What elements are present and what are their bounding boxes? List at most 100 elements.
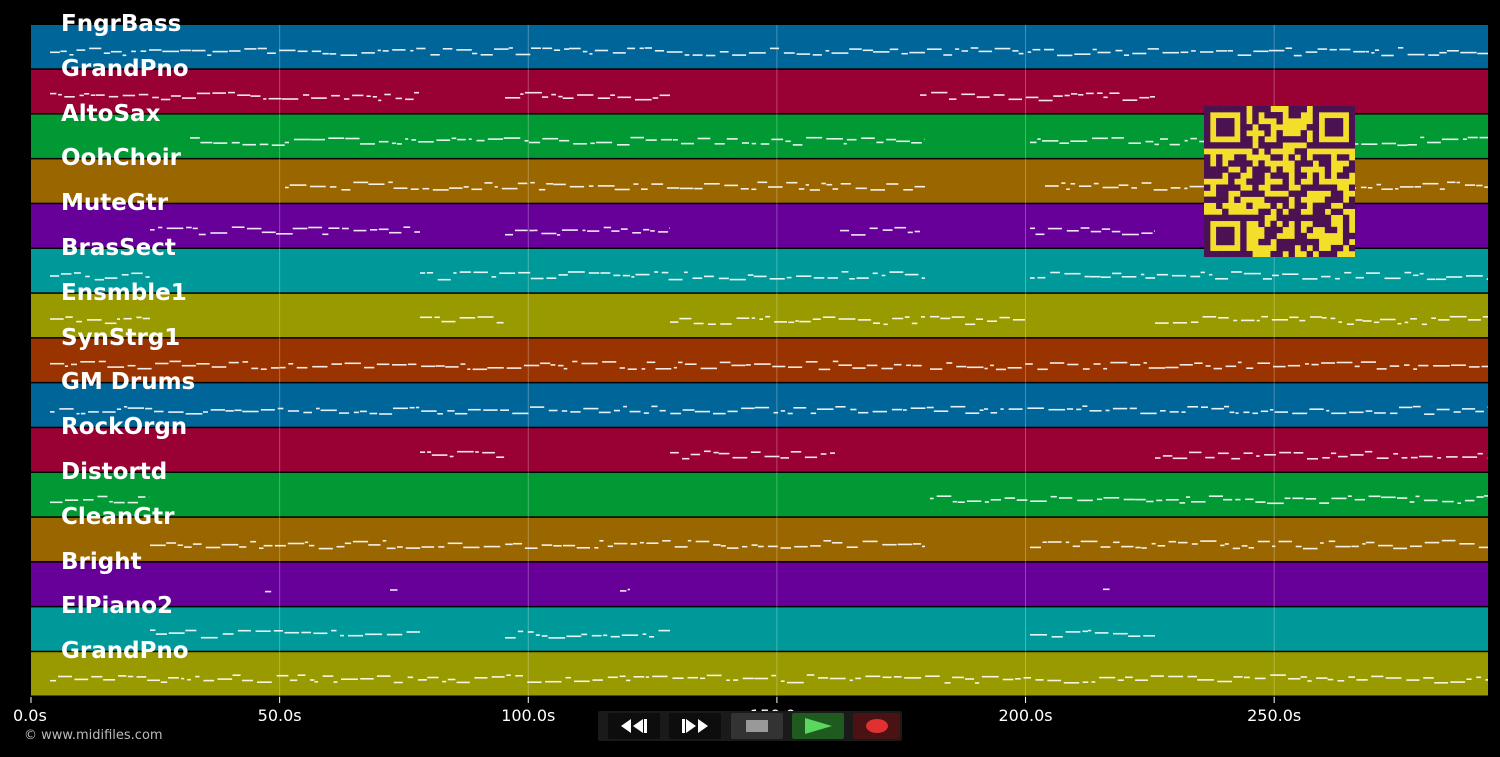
qr-module — [1300, 202, 1307, 209]
note-mark — [476, 139, 485, 142]
note-mark — [818, 368, 831, 371]
note-mark — [548, 409, 558, 412]
qr-module — [1342, 202, 1350, 209]
note-mark — [1431, 317, 1436, 319]
note-mark — [1228, 50, 1233, 52]
qr-module — [1288, 250, 1295, 258]
note-mark — [1179, 502, 1186, 504]
qr-module — [1204, 154, 1211, 161]
note-mark — [186, 226, 192, 229]
note-mark — [524, 91, 542, 94]
note-mark — [823, 540, 832, 542]
note-mark — [231, 226, 245, 228]
note-mark — [961, 50, 969, 52]
note-mark — [1415, 495, 1420, 498]
qr-module — [1288, 112, 1295, 119]
note-mark — [1248, 547, 1254, 549]
note-mark — [1481, 365, 1488, 368]
note-mark — [644, 47, 652, 49]
note-mark — [1237, 361, 1242, 364]
note-mark — [431, 454, 448, 456]
note-mark — [1140, 273, 1145, 276]
note-mark — [1282, 273, 1299, 275]
qr-module — [1228, 130, 1235, 137]
qr-module — [1300, 190, 1307, 197]
note-mark — [281, 98, 299, 100]
note-mark — [1103, 367, 1108, 370]
note-mark — [831, 52, 849, 54]
note-mark — [451, 137, 457, 140]
record-button[interactable] — [853, 713, 900, 739]
qr-module — [1318, 142, 1326, 149]
note-mark — [237, 94, 251, 96]
note-mark — [940, 317, 951, 320]
note-mark — [1218, 317, 1229, 319]
note-mark — [296, 366, 308, 369]
qr-module — [1324, 154, 1332, 161]
qr-module — [1318, 220, 1326, 228]
note-mark — [1035, 233, 1045, 236]
note-mark — [242, 143, 256, 146]
rewind-button[interactable] — [608, 713, 660, 739]
note-mark — [1321, 362, 1335, 364]
note-mark — [956, 365, 967, 368]
note-mark — [1356, 679, 1368, 681]
qr-module — [1330, 244, 1338, 252]
note-mark — [670, 321, 679, 323]
note-mark — [457, 138, 466, 141]
note-mark — [736, 317, 750, 319]
note-mark — [805, 361, 818, 363]
stop-button[interactable] — [731, 713, 783, 739]
note-mark — [913, 543, 922, 545]
note-mark — [1397, 322, 1402, 325]
note-mark — [646, 361, 656, 364]
note-mark — [104, 277, 118, 279]
note-mark — [339, 412, 350, 414]
note-mark — [912, 364, 922, 367]
note-mark — [810, 412, 817, 415]
note-mark — [427, 451, 432, 453]
note-mark — [1389, 365, 1400, 367]
note-mark — [508, 47, 513, 49]
note-mark — [379, 413, 393, 415]
track-label: Distortd — [61, 459, 168, 485]
fast-forward-button[interactable] — [669, 713, 721, 739]
note-mark — [1476, 184, 1483, 187]
note-mark — [297, 674, 306, 676]
note-mark — [534, 229, 538, 232]
note-mark — [645, 139, 657, 141]
note-mark — [747, 274, 754, 276]
qr-module — [1216, 238, 1223, 246]
play-button[interactable] — [792, 713, 844, 739]
note-mark — [1437, 457, 1442, 459]
note-mark — [344, 362, 361, 365]
qr-module — [1300, 154, 1307, 161]
qr-module — [1336, 106, 1344, 113]
note-mark — [1235, 412, 1239, 414]
note-mark — [682, 409, 695, 411]
note-mark — [720, 545, 726, 547]
qr-module — [1348, 136, 1356, 143]
note-mark — [1216, 50, 1228, 52]
note-mark — [976, 96, 990, 98]
note-mark — [771, 674, 776, 677]
note-mark — [661, 138, 673, 141]
note-mark — [378, 228, 389, 231]
note-mark — [353, 229, 367, 232]
note-mark — [946, 362, 953, 364]
note-mark — [515, 53, 531, 56]
note-mark — [553, 49, 561, 51]
note-mark — [393, 681, 403, 684]
note-mark — [903, 189, 913, 191]
note-mark — [518, 271, 531, 274]
note-mark — [352, 94, 364, 97]
note-mark — [1224, 405, 1230, 408]
note-mark — [117, 318, 120, 320]
note-mark — [1399, 406, 1413, 409]
note-mark — [1093, 363, 1101, 365]
note-mark — [530, 181, 535, 184]
qr-module — [1252, 148, 1259, 155]
note-mark — [619, 675, 626, 678]
note-mark — [852, 367, 866, 369]
note-mark — [1285, 47, 1292, 49]
